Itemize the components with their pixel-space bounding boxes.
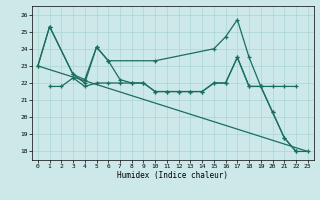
X-axis label: Humidex (Indice chaleur): Humidex (Indice chaleur) bbox=[117, 171, 228, 180]
